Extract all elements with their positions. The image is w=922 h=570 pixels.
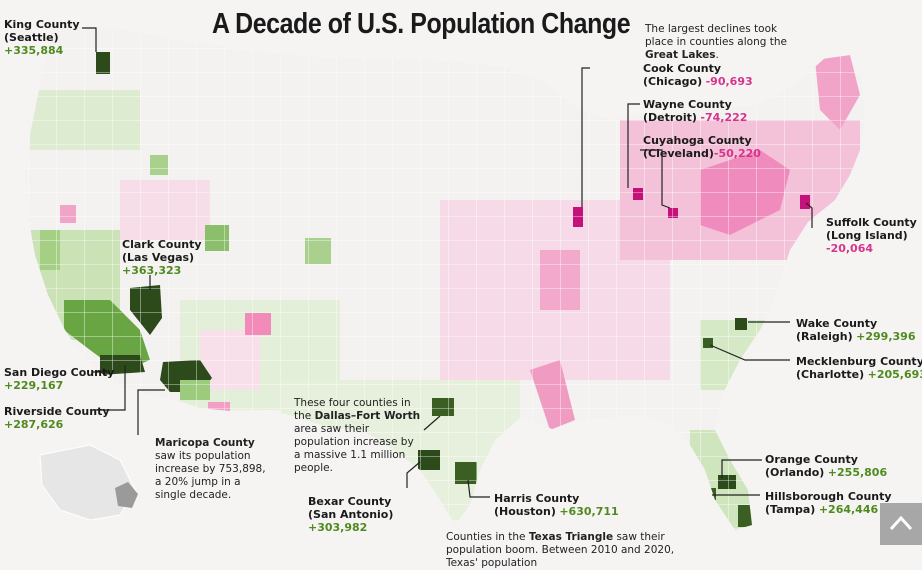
map-title: A Decade of U.S. Population Change xyxy=(212,8,631,40)
label-riverside-county: Riverside County +287,626 xyxy=(4,405,110,431)
scroll-to-top-button[interactable] xyxy=(880,503,922,545)
label-wayne-county: Wayne County (Detroit) -74,222 xyxy=(643,98,748,124)
label-bexar-county: Bexar County (San Antonio) +303,982 xyxy=(308,495,394,534)
great-lakes-note: The largest declines took place in count… xyxy=(645,23,787,61)
maricopa-note: Maricopa County saw its population incre… xyxy=(155,437,266,501)
dallas-fort-worth-note: These four counties in the Dallas–Fort W… xyxy=(294,397,421,474)
texas-triangle-note: Counties in the Texas Triangle saw their… xyxy=(446,531,675,569)
label-harris-county: Harris County (Houston) +630,711 xyxy=(494,492,619,518)
label-hillsborough-county: Hillsborough County (Tampa) +264,446 xyxy=(765,490,892,516)
label-suffolk-county: Suffolk County (Long Island) -20,064 xyxy=(826,216,917,255)
alaska-shape xyxy=(39,444,136,521)
chevron-up-icon xyxy=(889,515,913,531)
label-king-county: King County (Seattle) +335,884 xyxy=(4,18,80,57)
label-cuyahoga-county: Cuyahoga County (Cleveland)-50,220 xyxy=(643,134,761,160)
label-clark-county: Clark County (Las Vegas) +363,323 xyxy=(122,238,202,277)
label-mecklenburg-county: Mecklenburg County (Charlotte) +205,693 xyxy=(796,355,922,381)
label-orange-county: Orange County (Orlando) +255,806 xyxy=(765,453,888,479)
label-san-diego-county: San Diego County +229,167 xyxy=(4,366,115,392)
us-county-map xyxy=(25,25,865,530)
label-wake-county: Wake County (Raleigh) +299,396 xyxy=(796,317,916,343)
alaska-gray-county xyxy=(115,482,138,508)
label-cook-county: Cook County (Chicago) -90,693 xyxy=(643,62,753,88)
